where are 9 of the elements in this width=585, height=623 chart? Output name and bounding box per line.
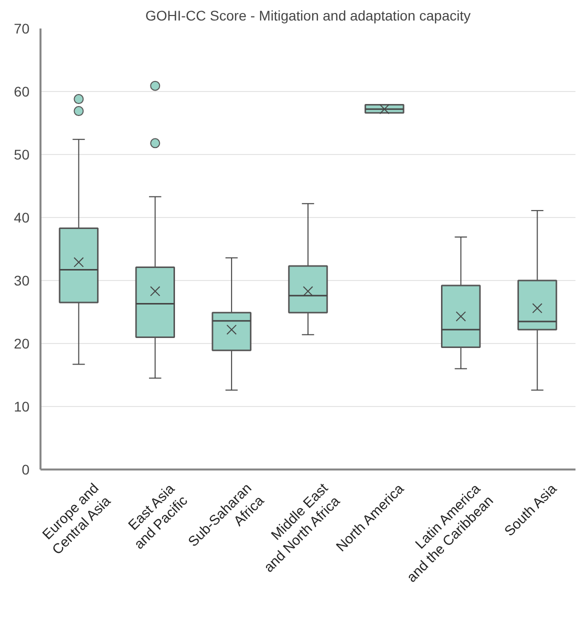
y-tick-label: 50 xyxy=(14,146,30,162)
y-tick-label: 20 xyxy=(14,336,30,352)
y-tick-label: 70 xyxy=(14,20,30,36)
y-tick-label: 40 xyxy=(14,210,30,226)
y-tick-label: 10 xyxy=(14,398,30,414)
y-tick-label: 0 xyxy=(22,462,30,478)
y-tick-label: 30 xyxy=(14,272,30,288)
chart-title: GOHI-CC Score - Mitigation and adaptation capacity xyxy=(145,8,471,24)
y-tick-label: 60 xyxy=(14,84,30,100)
